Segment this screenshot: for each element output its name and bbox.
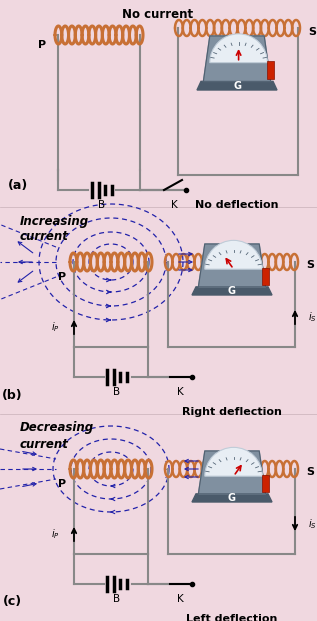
Text: (c): (c) xyxy=(3,596,22,609)
Text: S: S xyxy=(308,27,316,37)
Bar xyxy=(268,61,274,79)
Text: P: P xyxy=(58,479,66,489)
Text: $i_P$: $i_P$ xyxy=(51,320,60,334)
Text: $i_S$: $i_S$ xyxy=(308,517,317,531)
Text: S: S xyxy=(306,260,314,270)
Text: P: P xyxy=(38,40,46,50)
Text: S: S xyxy=(306,467,314,477)
Text: (b): (b) xyxy=(2,389,22,402)
Wedge shape xyxy=(205,447,262,476)
Text: Right deflection: Right deflection xyxy=(182,407,282,417)
Text: Increasing: Increasing xyxy=(20,214,89,227)
Text: K: K xyxy=(177,594,183,604)
Polygon shape xyxy=(198,451,266,494)
Text: Decreasing: Decreasing xyxy=(20,422,94,435)
Polygon shape xyxy=(192,494,272,502)
Text: K: K xyxy=(171,200,178,210)
Text: B: B xyxy=(99,200,106,210)
Text: G: G xyxy=(228,493,236,503)
Text: K: K xyxy=(177,387,183,397)
Polygon shape xyxy=(197,81,277,90)
Text: B: B xyxy=(113,387,120,397)
Text: G: G xyxy=(228,286,236,296)
Text: No current: No current xyxy=(122,7,194,20)
Wedge shape xyxy=(210,34,268,63)
Text: $i_S$: $i_S$ xyxy=(308,310,317,324)
Text: current: current xyxy=(20,438,69,450)
Text: P: P xyxy=(58,272,66,282)
Text: Left deflection: Left deflection xyxy=(186,614,278,621)
Text: B: B xyxy=(113,594,120,604)
Polygon shape xyxy=(192,287,272,295)
Text: (a): (a) xyxy=(8,178,28,191)
Polygon shape xyxy=(198,244,266,287)
Text: current: current xyxy=(20,230,69,243)
Text: No deflection: No deflection xyxy=(195,200,279,210)
Text: $i_P$: $i_P$ xyxy=(51,527,60,541)
Bar xyxy=(262,268,269,285)
Wedge shape xyxy=(205,240,262,269)
Bar xyxy=(262,475,269,492)
Polygon shape xyxy=(204,36,271,81)
Text: G: G xyxy=(233,81,241,91)
